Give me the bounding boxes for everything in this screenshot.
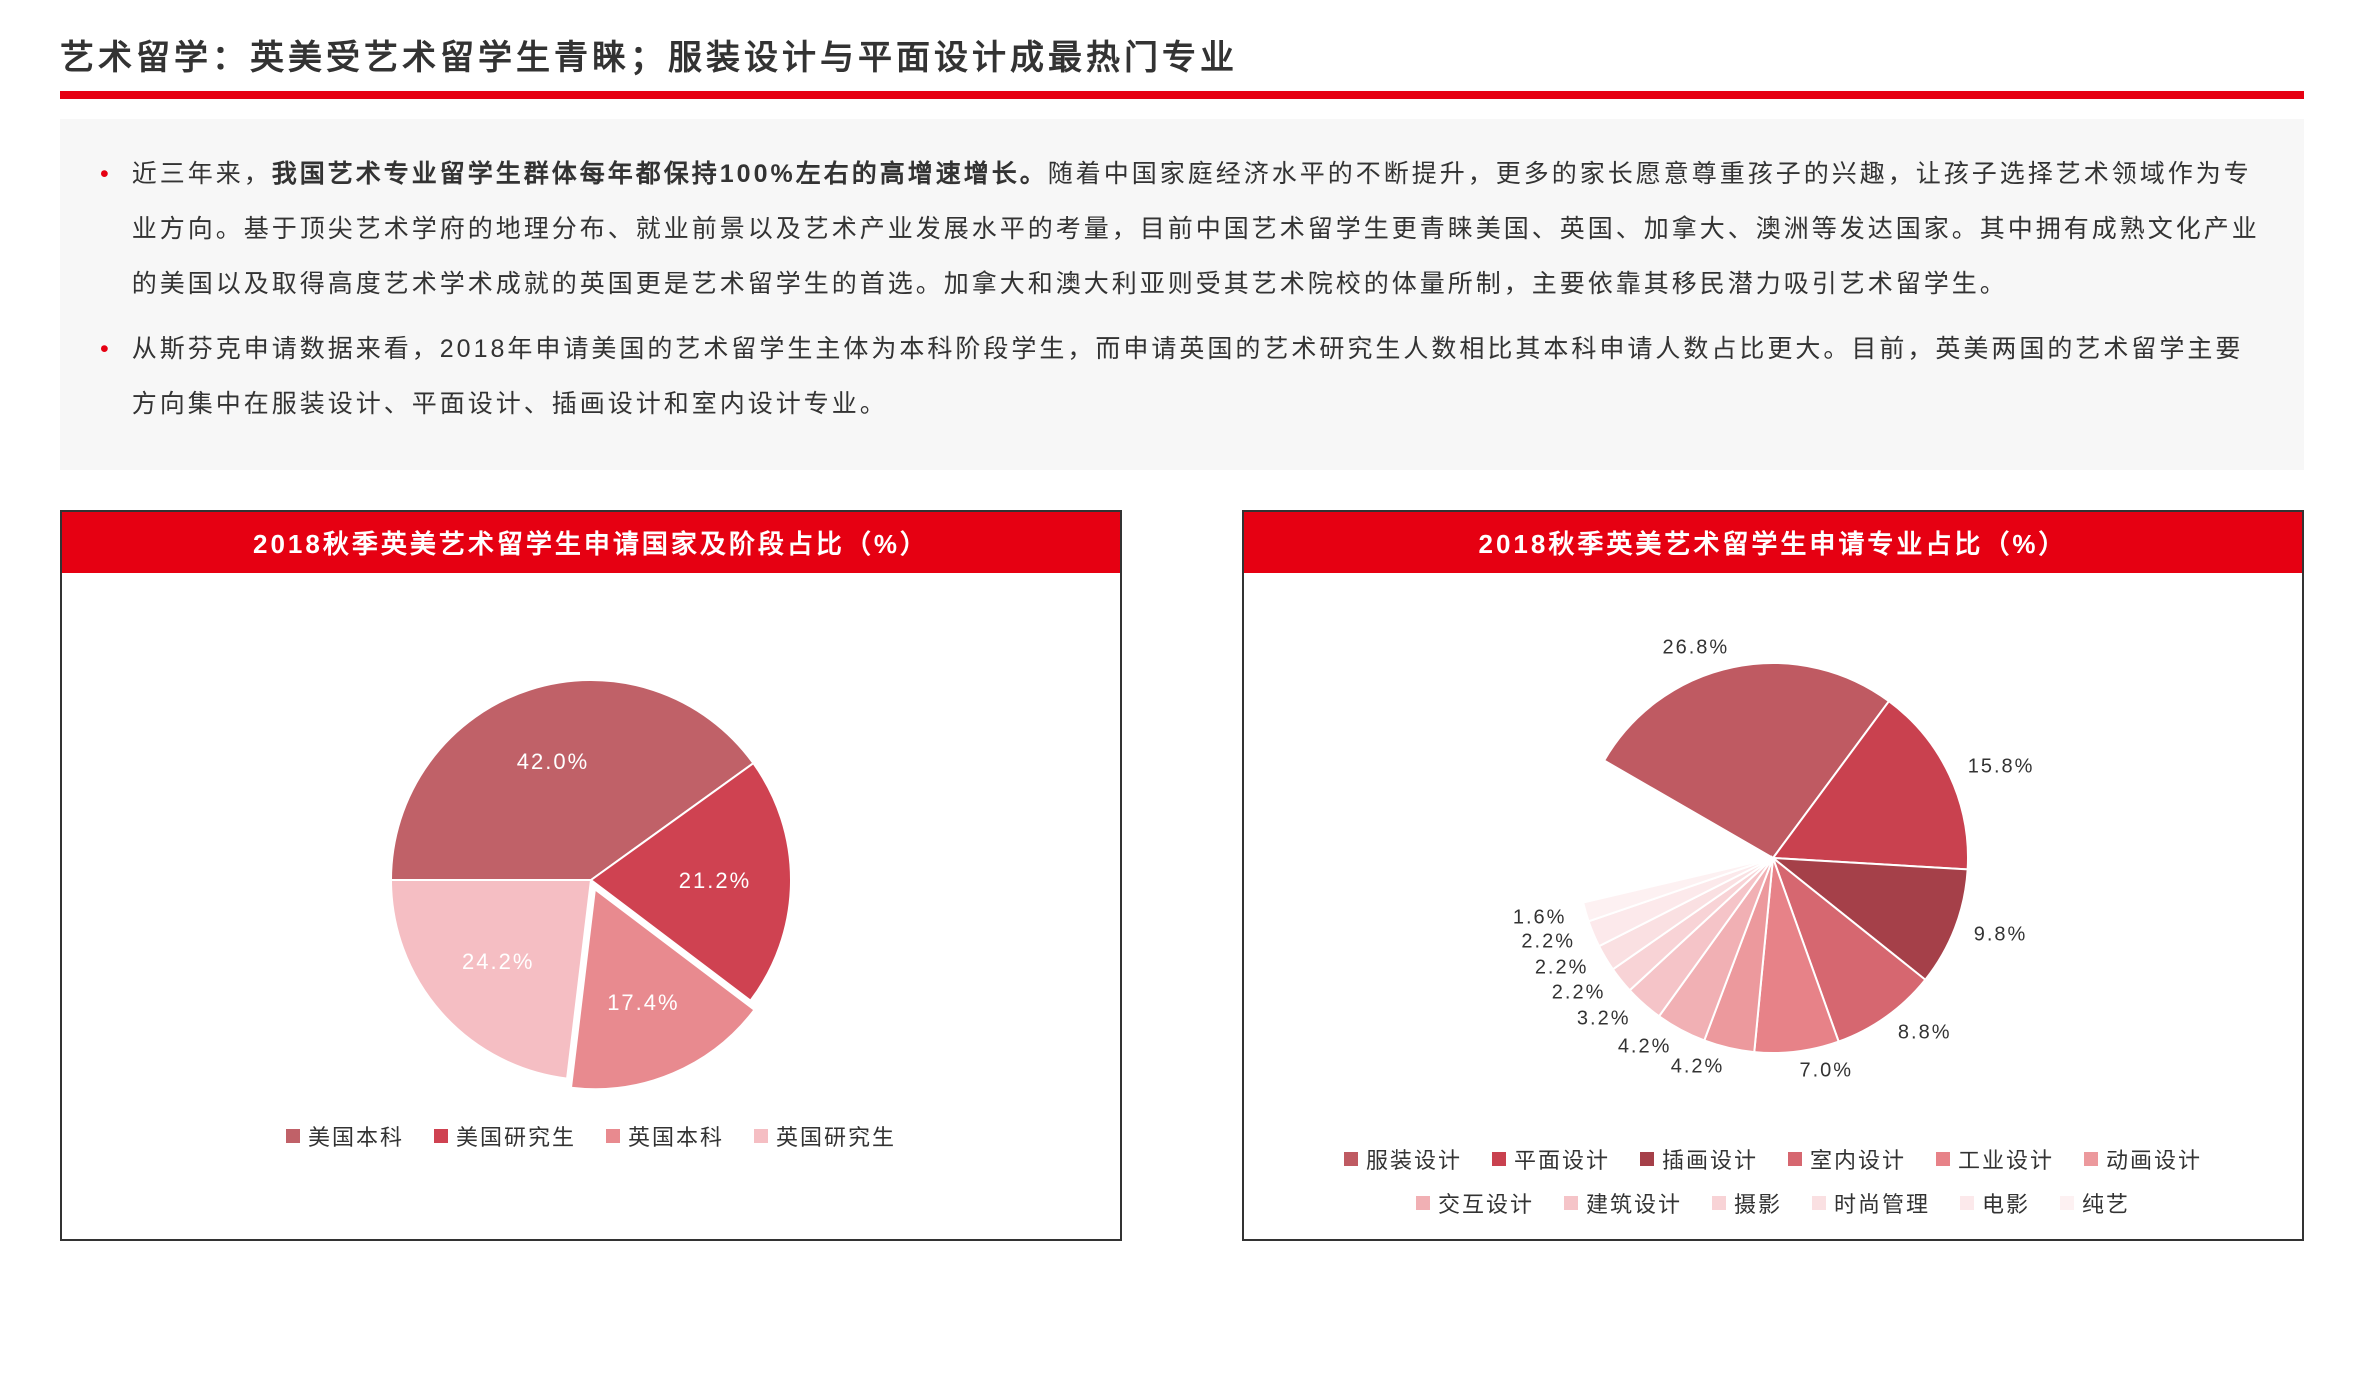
legend-swatch	[1960, 1196, 1974, 1210]
legend-item: 美国本科	[286, 1120, 404, 1152]
legend-item: 时尚管理	[1812, 1187, 1930, 1219]
legend-item: 美国研究生	[434, 1120, 576, 1152]
chart-major: 2018秋季英美艺术留学生申请专业占比（%） 26.8% 15.8% 9.8% 8.8…	[1242, 510, 2304, 1241]
pie-slice-label: 2.2%	[1552, 981, 1606, 1004]
legend-swatch	[606, 1129, 620, 1143]
chart2-title: 2018秋季英美艺术留学生申请专业占比（%）	[1244, 512, 2302, 573]
legend-swatch	[286, 1129, 300, 1143]
legend-label: 摄影	[1734, 1187, 1782, 1219]
legend-label: 电影	[1982, 1187, 2030, 1219]
pie-slice-label: 42.0%	[517, 749, 589, 775]
legend-label: 英国研究生	[776, 1120, 896, 1152]
legend-item: 动画设计	[2084, 1143, 2202, 1175]
legend-label: 平面设计	[1514, 1143, 1610, 1175]
bullet-2-text: 从斯芬克申请数据来看，2018年申请美国的艺术留学生主体为本科阶段学生，而申请英…	[132, 322, 2264, 432]
legend-swatch	[434, 1129, 448, 1143]
legend-label: 动画设计	[2106, 1143, 2202, 1175]
bullet-1-bold: 我国艺术专业留学生群体每年都保持100%左右的高增速增长。	[272, 160, 1048, 188]
legend-swatch	[1812, 1196, 1826, 1210]
charts-row: 2018秋季英美艺术留学生申请国家及阶段占比（%） 42.0% 21.2% 17.4…	[60, 510, 2304, 1241]
bullet-2-pre: 从斯芬克申请数据来看，2018年申请美国的艺术留学生主体为本科阶段学生，而申请英…	[132, 335, 2244, 418]
legend-item: 交互设计	[1416, 1187, 1534, 1219]
pie-slice-label: 2.2%	[1521, 930, 1575, 953]
legend-label: 美国研究生	[456, 1120, 576, 1152]
legend-item: 英国本科	[606, 1120, 724, 1152]
title-underline	[60, 91, 2304, 99]
pie-slice-label: 8.8%	[1898, 1021, 1952, 1044]
legend-item: 电影	[1960, 1187, 2030, 1219]
legend-item: 室内设计	[1788, 1143, 1906, 1175]
page-header: 艺术留学：英美受艺术留学生青睐；服装设计与平面设计成最热门专业	[60, 30, 2304, 99]
pie-slice-label: 1.6%	[1513, 906, 1567, 929]
bullet-1-pre: 近三年来，	[132, 160, 272, 188]
legend-label: 交互设计	[1438, 1187, 1534, 1219]
legend-item: 英国研究生	[754, 1120, 896, 1152]
legend-swatch	[1492, 1152, 1506, 1166]
legend-item: 建筑设计	[1564, 1187, 1682, 1219]
pie-slice-label: 7.0%	[1799, 1060, 1853, 1083]
pie-slice-label: 26.8%	[1662, 636, 1729, 659]
pie-slice-label: 2.2%	[1535, 957, 1589, 980]
chart1-legend: 美国本科 美国研究生 英国本科 英国研究生	[246, 1120, 936, 1152]
legend-swatch	[1640, 1152, 1654, 1166]
legend-item: 摄影	[1712, 1187, 1782, 1219]
chart1-body: 42.0% 21.2% 17.4% 24.2% 美国本科 美国研究生 英国本科 英国研究生	[62, 573, 1120, 1239]
legend-swatch	[1936, 1152, 1950, 1166]
description-box: • 近三年来，我国艺术专业留学生群体每年都保持100%左右的高增速增长。随着中国…	[60, 119, 2304, 470]
legend-swatch	[2060, 1196, 2074, 1210]
legend-label: 工业设计	[1958, 1143, 2054, 1175]
legend-swatch	[2084, 1152, 2098, 1166]
bullet-1: • 近三年来，我国艺术专业留学生群体每年都保持100%左右的高增速增长。随着中国…	[100, 147, 2264, 312]
legend-label: 室内设计	[1810, 1143, 1906, 1175]
pie-slice-label: 21.2%	[679, 868, 751, 894]
bullet-2: • 从斯芬克申请数据来看，2018年申请美国的艺术留学生主体为本科阶段学生，而申…	[100, 322, 2264, 432]
chart2-pie: 26.8%15.8%9.8%8.8%7.0%4.2%4.2%3.2%2.2%2.…	[1508, 593, 2038, 1123]
bullet-dot-icon: •	[100, 322, 112, 432]
pie-slice-label: 17.4%	[607, 990, 679, 1016]
bullet-dot-icon: •	[100, 147, 112, 312]
legend-item: 插画设计	[1640, 1143, 1758, 1175]
pie-slice-label: 3.2%	[1577, 1007, 1631, 1030]
chart1-pie: 42.0% 21.2% 17.4% 24.2%	[371, 660, 811, 1100]
legend-label: 时尚管理	[1834, 1187, 1930, 1219]
legend-swatch	[754, 1129, 768, 1143]
legend-swatch	[1416, 1196, 1430, 1210]
page-title: 艺术留学：英美受艺术留学生青睐；服装设计与平面设计成最热门专业	[60, 30, 2304, 91]
legend-item: 服装设计	[1344, 1143, 1462, 1175]
legend-swatch	[1564, 1196, 1578, 1210]
legend-label: 纯艺	[2082, 1187, 2130, 1219]
legend-item: 平面设计	[1492, 1143, 1610, 1175]
legend-item: 工业设计	[1936, 1143, 2054, 1175]
pie-slice-label: 9.8%	[1974, 924, 2028, 947]
legend-label: 英国本科	[628, 1120, 724, 1152]
bullet-1-text: 近三年来，我国艺术专业留学生群体每年都保持100%左右的高增速增长。随着中国家庭…	[132, 147, 2264, 312]
legend-label: 美国本科	[308, 1120, 404, 1152]
legend-label: 服装设计	[1366, 1143, 1462, 1175]
legend-swatch	[1712, 1196, 1726, 1210]
legend-label: 插画设计	[1662, 1143, 1758, 1175]
pie-slice-label: 24.2%	[462, 949, 534, 975]
legend-label: 建筑设计	[1586, 1187, 1682, 1219]
chart-country-stage: 2018秋季英美艺术留学生申请国家及阶段占比（%） 42.0% 21.2% 17.4…	[60, 510, 1122, 1241]
chart2-body: 26.8%15.8%9.8%8.8%7.0%4.2%4.2%3.2%2.2%2.…	[1244, 573, 2302, 1239]
pie-slice-label: 15.8%	[1968, 755, 2035, 778]
legend-item: 纯艺	[2060, 1187, 2130, 1219]
legend-swatch	[1788, 1152, 1802, 1166]
pie-slice-label: 4.2%	[1618, 1036, 1672, 1059]
pie-slice-label: 4.2%	[1671, 1056, 1725, 1079]
legend-swatch	[1344, 1152, 1358, 1166]
chart1-title: 2018秋季英美艺术留学生申请国家及阶段占比（%）	[62, 512, 1120, 573]
chart2-legend: 服装设计 平面设计 插画设计 室内设计 工业设计 动画设计交互设计 建筑设计 摄影 时尚管理 电影…	[1264, 1143, 2282, 1219]
